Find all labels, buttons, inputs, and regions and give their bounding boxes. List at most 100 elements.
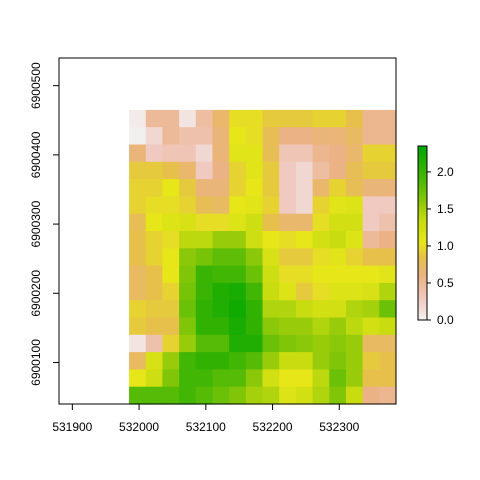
raster-cell [262, 386, 280, 405]
raster-cells [129, 109, 397, 405]
raster-cell [212, 386, 230, 405]
raster-cell [279, 282, 297, 301]
colorbar-segment [418, 213, 427, 217]
raster-cell [212, 369, 230, 388]
raster-cell [179, 334, 197, 353]
raster-cell [312, 127, 330, 146]
raster-cell [129, 300, 147, 319]
raster-cell [362, 369, 380, 388]
colorbar-segment [418, 287, 427, 291]
raster-cell [245, 161, 264, 180]
raster-cell [229, 334, 247, 353]
raster-cell [312, 161, 330, 180]
raster-cell [145, 127, 164, 146]
raster-cell [295, 282, 314, 301]
raster-cell [229, 248, 247, 267]
colorbar-segment [418, 206, 427, 210]
raster-cell [145, 231, 164, 249]
raster-cell [179, 231, 197, 249]
raster-cell [295, 144, 314, 163]
colorbar-segment [418, 185, 427, 188]
raster-cell [162, 369, 180, 388]
raster-cell [229, 144, 247, 163]
raster-cell [229, 317, 247, 336]
plot-frame [58, 57, 397, 405]
y-tick-label: 6900200 [29, 270, 43, 317]
raster-cell [129, 386, 147, 405]
raster-cell [145, 334, 164, 353]
raster-cell [345, 282, 364, 301]
colorbar-segment [418, 309, 427, 312]
raster-cell [129, 179, 147, 197]
raster-cell [262, 317, 280, 336]
colorbar-segment [418, 317, 427, 321]
raster-cell [195, 334, 214, 353]
colorbar-segment [418, 272, 427, 275]
raster-cell [229, 161, 247, 180]
x-axis: 531900 532000 532100 532200 532300 [52, 404, 360, 434]
raster-cell [362, 386, 380, 405]
raster-cell [212, 300, 230, 319]
raster-cell [212, 265, 230, 284]
raster-cell [179, 369, 197, 388]
raster-cell [179, 213, 197, 232]
raster-cell [229, 213, 247, 232]
colorbar-segment [418, 311, 427, 315]
raster-cell [145, 265, 164, 284]
raster-cell [362, 127, 380, 146]
raster-cell [279, 161, 297, 180]
raster-cell [145, 282, 164, 301]
colorbar-segment [418, 296, 427, 299]
colorbar-tick-label: 0.0 [437, 313, 454, 327]
colorbar-segment [418, 302, 427, 306]
colorbar-segment [418, 150, 427, 154]
raster-cell [195, 300, 214, 319]
raster-cell [312, 196, 330, 215]
raster-cell [362, 317, 380, 336]
raster-cell [195, 179, 214, 197]
raster-cell [212, 282, 230, 301]
raster-cell [129, 109, 147, 128]
raster-cell [212, 317, 230, 336]
colorbar-tick-label: 1.5 [437, 202, 454, 216]
raster-cell [212, 231, 230, 249]
y-tick-label: 6900100 [29, 339, 43, 386]
raster-cell [345, 144, 364, 163]
raster-cell [312, 109, 330, 128]
raster-cell [312, 265, 330, 284]
raster-cell [179, 196, 197, 215]
raster-cell [245, 144, 264, 163]
raster-cell [279, 265, 297, 284]
raster-cell [145, 386, 164, 405]
raster-cell [262, 282, 280, 301]
raster-cell [229, 352, 247, 370]
raster-cell [379, 248, 397, 267]
colorbar-segment [418, 233, 427, 236]
raster-cell [312, 248, 330, 267]
colorbar-segment [418, 241, 427, 245]
raster-cell [129, 127, 147, 146]
x-tick-label: 531900 [52, 420, 92, 434]
x-tick-label: 532100 [186, 420, 226, 434]
raster-cell [145, 109, 164, 128]
raster-cell [229, 231, 247, 249]
raster-cell [295, 369, 314, 388]
raster-cell [329, 300, 347, 319]
raster-cell [362, 300, 380, 319]
colorbar-segment [418, 315, 427, 319]
raster-cell [162, 213, 180, 232]
raster-cell [212, 352, 230, 370]
raster-cell [212, 144, 230, 163]
y-axis: 6900100 6900200 6900300 6900400 6900500 [29, 62, 59, 386]
colorbar-segment [418, 152, 427, 156]
colorbar-segment [418, 148, 427, 151]
raster-cell [345, 231, 364, 249]
raster-cell [362, 265, 380, 284]
colorbar-segment [418, 187, 427, 191]
raster-cell [295, 248, 314, 267]
raster-cell [195, 213, 214, 232]
raster-cell [379, 161, 397, 180]
raster-cell [379, 213, 397, 232]
raster-cell [179, 265, 197, 284]
raster-cell [362, 179, 380, 197]
